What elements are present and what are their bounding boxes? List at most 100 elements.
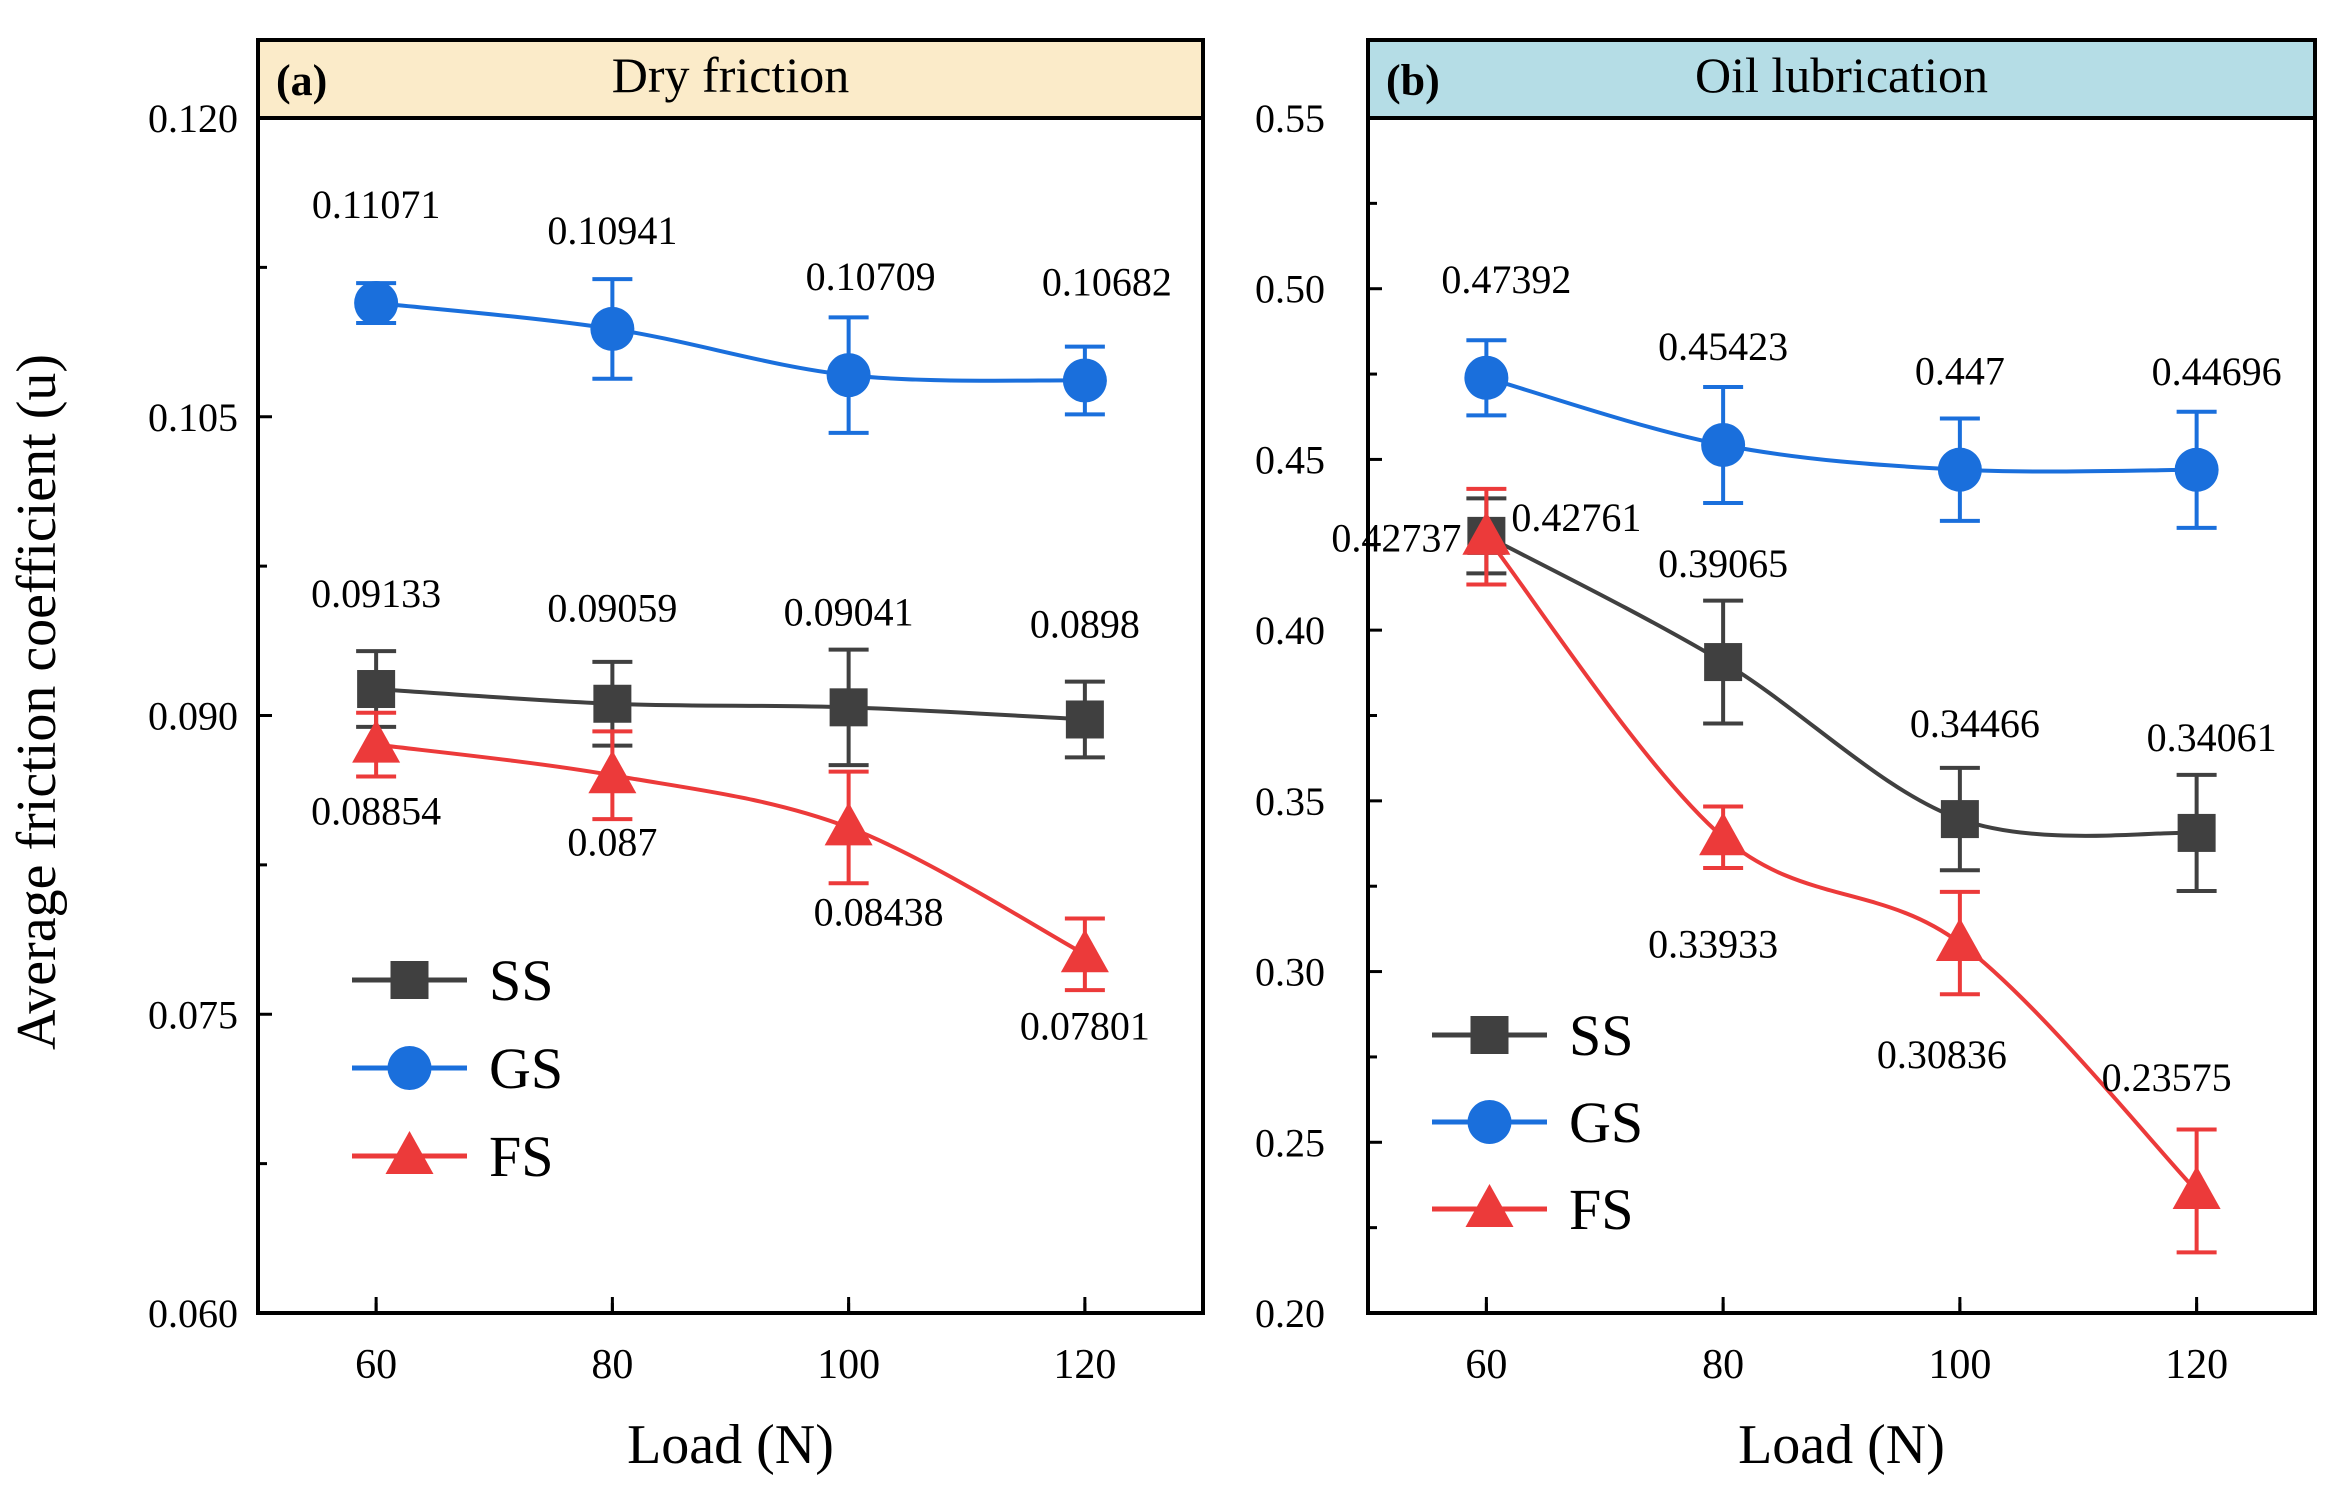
y-tick-label: 0.30 (1255, 950, 1325, 995)
data-label: 0.34061 (2147, 715, 2277, 760)
data-point (1060, 929, 1109, 973)
data-label: 0.087 (567, 819, 657, 864)
x-tick-label: 60 (1465, 1342, 1507, 1388)
series-line (1485, 375, 2197, 474)
legend-marker (1467, 1100, 1512, 1144)
series-fs: 0.42737 0.33933 0.30836 0.23575 (1331, 486, 2232, 1255)
data-point (593, 684, 632, 723)
legend-item-fs: FS (1432, 1177, 1634, 1242)
y-tick-label: 0.120 (148, 96, 238, 141)
panel-label: (b) (1386, 56, 1440, 105)
legend-label: GS (489, 1036, 563, 1101)
legend-marker (385, 1131, 434, 1174)
panel-title: Oil lubrication (1695, 47, 1988, 103)
panel-header (1366, 38, 2317, 120)
data-point (357, 670, 396, 709)
legend-item-gs: GS (1432, 1090, 1643, 1155)
x-tick-label: 60 (355, 1342, 397, 1388)
x-tick-label: 80 (1702, 1342, 1744, 1388)
data-point (352, 719, 401, 763)
data-point (354, 281, 399, 326)
y-tick-label: 0.40 (1255, 608, 1325, 653)
data-point (829, 688, 868, 727)
data-point (1699, 812, 1748, 856)
legend-label: FS (1569, 1177, 1634, 1242)
data-label: 0.10941 (547, 208, 677, 253)
x-axis-label: Load (N) (627, 1414, 834, 1476)
y-tick-label: 0.20 (1255, 1291, 1325, 1336)
x-axis-label: Load (N) (1738, 1414, 1945, 1476)
y-tick-label: 0.060 (148, 1291, 238, 1336)
legend-marker (1465, 1184, 1514, 1227)
y-tick-label: 0.105 (148, 395, 238, 440)
data-label: 0.39065 (1658, 541, 1788, 586)
panel-oil-lubrication: (b) Oil lubrication0.200.250.300.350.400.… (1255, 38, 2317, 1476)
data-label: 0.08438 (814, 889, 944, 934)
panel-header (256, 38, 1205, 120)
data-point (1065, 700, 1104, 739)
legend-item-gs: GS (352, 1036, 563, 1101)
data-label: 0.08854 (311, 789, 441, 834)
panel-label: (a) (276, 56, 327, 105)
x-tick-label: 100 (1928, 1342, 1991, 1388)
data-point (2174, 447, 2219, 492)
series-line (1484, 535, 2199, 1193)
data-point (2177, 813, 2216, 852)
data-point (1704, 643, 1743, 682)
data-point (590, 306, 635, 351)
legend-item-ss: SS (352, 948, 554, 1013)
y-tick-label: 0.45 (1255, 437, 1325, 482)
data-label: 0.33933 (1648, 921, 1778, 966)
data-label: 0.42737 (1331, 516, 1461, 561)
legend-marker (1470, 1016, 1509, 1054)
data-label: 0.09041 (784, 589, 914, 634)
x-tick-label: 120 (2165, 1342, 2228, 1388)
series-line (375, 742, 1086, 957)
series-line (376, 687, 1085, 722)
series-gs: 0.47392 0.45423 0.447 0.44696 (1441, 257, 2282, 530)
data-label: 0.42761 (1511, 495, 1641, 540)
data-label: 0.09059 (547, 586, 677, 631)
y-tick-label: 0.090 (148, 694, 238, 739)
panel-dry-friction: (a) Dry friction 0.060 0.075 0.090 0.105 0.120… (148, 38, 1205, 1476)
data-label: 0.23575 (2102, 1055, 2232, 1100)
data-point (588, 750, 637, 794)
data-label: 0.10709 (806, 254, 936, 299)
legend-label: SS (489, 948, 554, 1013)
series-ss: 0.09133 0.09059 0.09041 0.0898 (311, 571, 1140, 768)
y-tick-label: 0.55 (1255, 96, 1325, 141)
data-label: 0.11071 (312, 182, 441, 227)
data-label: 0.34466 (1910, 701, 2040, 746)
y-tick-label: 0.50 (1255, 267, 1325, 312)
legend-item-ss: SS (1432, 1003, 1634, 1068)
x-tick-label: 100 (817, 1342, 880, 1388)
data-point (1937, 447, 1982, 492)
data-label: 0.07801 (1020, 1003, 1150, 1048)
data-label: 0.0898 (1030, 601, 1140, 646)
y-tick-label: 0.075 (148, 992, 238, 1037)
data-label: 0.09133 (311, 571, 441, 616)
data-point (1464, 355, 1509, 400)
panel-title: Dry friction (612, 47, 849, 103)
series-fs: 0.08854 0.087 0.08438 0.07801 (311, 710, 1150, 1048)
series-line (375, 301, 1085, 383)
data-point (824, 802, 873, 846)
series-gs: 0.11071 0.10941 0.10709 0.10682 (312, 182, 1172, 435)
series-ss: 0.42761 0.39065 0.34466 0.34061 (1466, 495, 2277, 893)
x-tick-label: 120 (1053, 1342, 1116, 1388)
legend-marker (387, 1046, 432, 1090)
data-point (1935, 918, 1984, 962)
y-tick-label: 0.25 (1255, 1120, 1325, 1165)
y-tick-label: 0.35 (1255, 779, 1325, 824)
data-point (1462, 511, 1511, 555)
legend-label: SS (1569, 1003, 1634, 1068)
data-label: 0.44696 (2152, 349, 2282, 394)
data-point (2172, 1165, 2221, 1209)
legend-marker (390, 961, 429, 999)
data-label: 0.47392 (1441, 257, 1571, 302)
legend-item-fs: FS (352, 1124, 554, 1189)
legend-label: FS (489, 1124, 554, 1189)
data-label: 0.30836 (1877, 1032, 2007, 1077)
data-point (1701, 422, 1746, 467)
